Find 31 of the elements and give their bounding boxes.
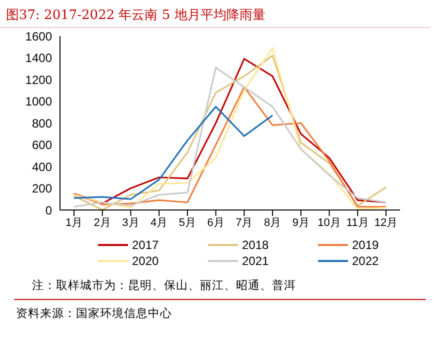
legend-label: 2020: [132, 254, 159, 268]
x-tick-label: 7月: [236, 216, 253, 229]
x-tick-label: 6月: [207, 216, 224, 229]
line-series: [73, 106, 274, 200]
x-tick-label: 10月: [318, 216, 341, 229]
y-tick-label: 800: [32, 116, 52, 130]
text: 注：取样城市为：昆明、保山、丽江、昭通、普洱: [14, 268, 426, 300]
x-tick-label: 4月: [150, 216, 168, 229]
legend-label: 2021: [242, 254, 269, 268]
y-tick-label: 200: [32, 182, 52, 196]
y-tick-label: 1000: [25, 94, 52, 109]
x-tick-label: 3月: [122, 216, 140, 229]
text: 资料来源：国家环境信息中心: [15, 305, 173, 321]
y-tick-label: 400: [32, 160, 52, 174]
legend-label: 2022: [352, 254, 379, 268]
legend-label: 2018: [242, 238, 269, 252]
chart-title: 图37: 2017-2022 年云南 5 地月平均降雨量: [0, 0, 430, 28]
y-tick-label: 1400: [25, 51, 52, 66]
x-tick-label: 2月: [94, 216, 111, 229]
y-tick-label: 600: [32, 138, 52, 152]
x-tick-label: 9月: [292, 216, 310, 229]
x-tick-label: 8月: [264, 216, 282, 229]
legend-label: 2019: [352, 238, 379, 252]
y-tick-label: 1200: [25, 72, 52, 87]
x-tick-label: 5月: [178, 216, 196, 229]
y-tick-label: 1600: [25, 29, 52, 44]
legend-label: 2017: [132, 238, 159, 252]
x-tick-label: 11月: [346, 216, 369, 229]
y-tick-label: 0: [45, 203, 52, 218]
x-tick-label: 12月: [374, 216, 398, 229]
x-tick-label: 1月: [65, 216, 83, 229]
